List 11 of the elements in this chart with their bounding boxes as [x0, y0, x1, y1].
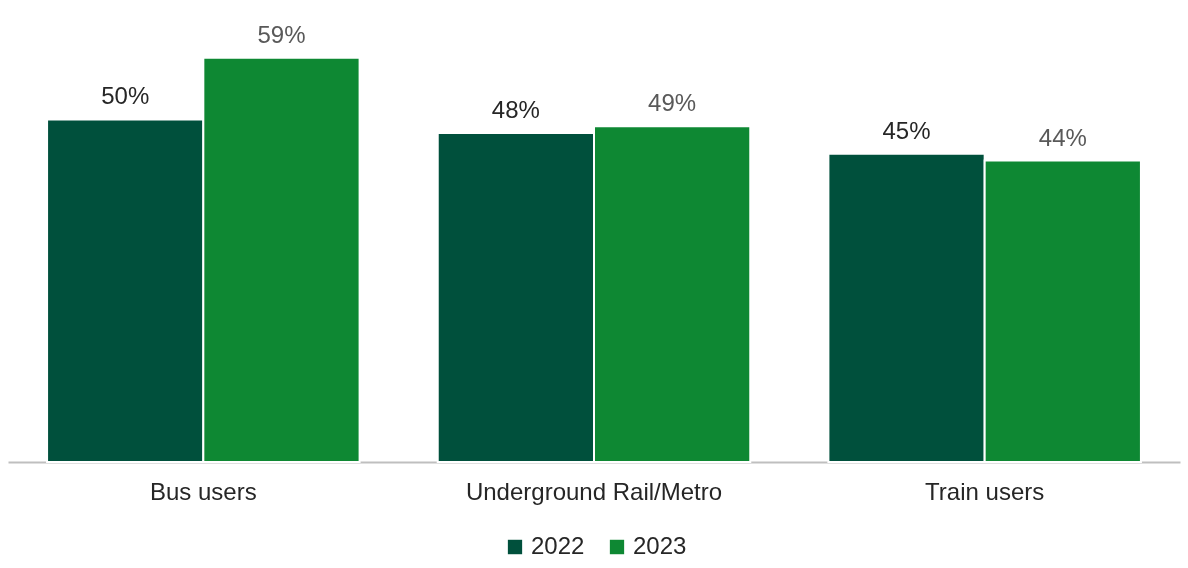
- x-tick-label: Bus users: [149, 477, 257, 505]
- data-label: 59%: [257, 20, 306, 48]
- x-tick-label: Underground Rail/Metro: [465, 477, 723, 505]
- data-label: 45%: [882, 116, 931, 144]
- data-label: 48%: [491, 96, 540, 124]
- data-label: 49%: [648, 89, 697, 117]
- x-tick-label: Train users: [925, 477, 1045, 505]
- legend-label: 2023: [633, 532, 687, 559]
- data-label: 50%: [101, 82, 150, 110]
- legend-label: 2022: [531, 532, 585, 559]
- data-label: 44%: [1038, 123, 1087, 151]
